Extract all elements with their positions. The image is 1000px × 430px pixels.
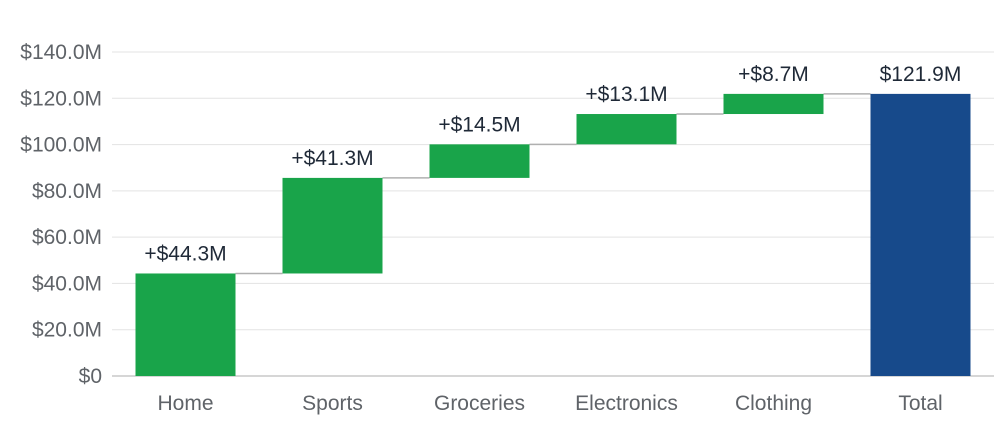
x-axis: Home Sports Groceries Electronics Clothing To…: [157, 392, 942, 415]
bar-clothing: [723, 93, 824, 115]
bar-home: [135, 273, 236, 376]
bar-sports: [282, 177, 383, 274]
bar-total: [870, 93, 971, 376]
y-tick-label: $40.0M: [32, 272, 102, 295]
connectors: [235, 93, 871, 275]
x-tick-label: Electronics: [575, 392, 678, 415]
y-tick-label: $60.0M: [32, 226, 102, 249]
x-tick-label: Groceries: [434, 392, 525, 415]
data-label: +$44.3M: [144, 242, 226, 265]
gridlines: [112, 51, 994, 377]
y-tick-label: $20.0M: [32, 319, 102, 342]
data-label: +$13.1M: [585, 83, 667, 106]
x-tick-label: Clothing: [735, 392, 812, 415]
data-label: +$14.5M: [438, 113, 520, 136]
x-tick-label: Total: [898, 392, 942, 415]
y-tick-label: $120.0M: [20, 87, 102, 110]
x-tick-label: Home: [157, 392, 213, 415]
data-label: +$41.3M: [291, 147, 373, 170]
bars: [135, 93, 971, 376]
y-tick-label: $0: [79, 365, 102, 388]
y-tick-label: $140.0M: [20, 41, 102, 64]
bar-groceries: [429, 144, 530, 178]
data-label: +$8.7M: [738, 63, 809, 86]
y-axis: $0 $20.0M $40.0M $60.0M $80.0M $100.0M $120.0M…: [20, 41, 102, 388]
y-tick-label: $100.0M: [20, 134, 102, 157]
data-label: $121.9M: [880, 63, 962, 86]
y-tick-label: $80.0M: [32, 180, 102, 203]
x-tick-label: Sports: [302, 392, 363, 415]
bar-electronics: [576, 114, 677, 145]
data-labels: +$44.3M +$41.3M +$14.5M +$13.1M +$8.7M $121.9…: [144, 63, 961, 266]
